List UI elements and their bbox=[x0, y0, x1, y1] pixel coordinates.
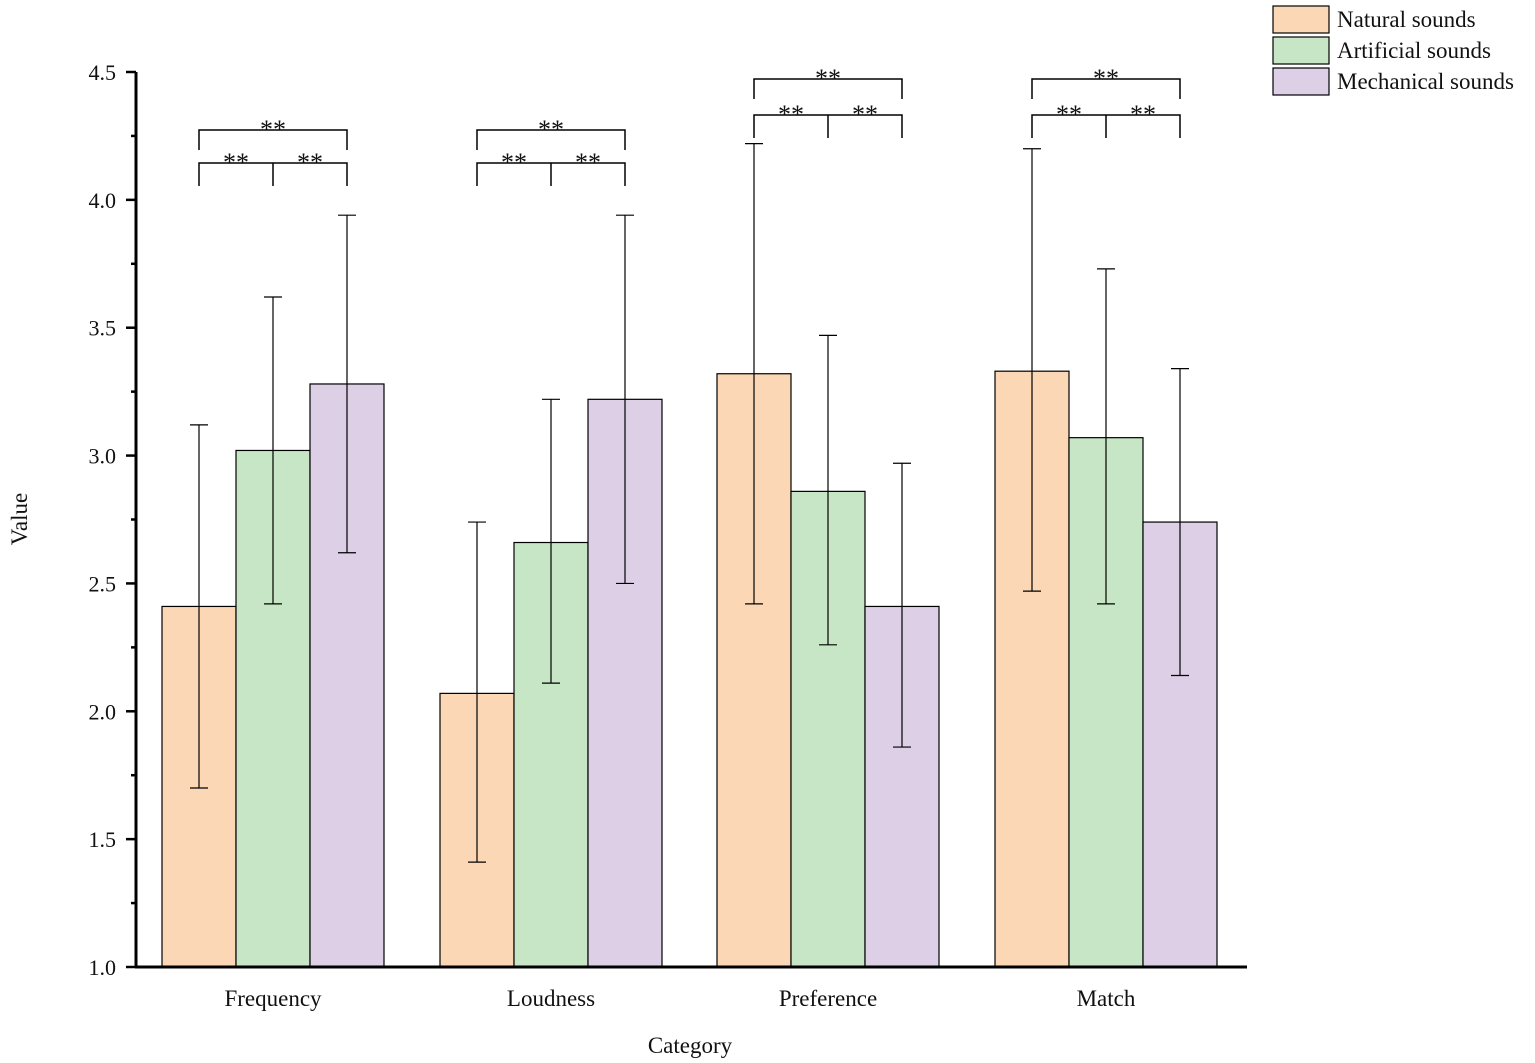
significance-marker: ** bbox=[538, 115, 564, 144]
significance-frequency: ** ** ** bbox=[198, 115, 348, 186]
category-label-match: Match bbox=[1077, 986, 1136, 1011]
significance-marker: ** bbox=[260, 115, 286, 144]
error-bar-preference-mechanical-sounds bbox=[893, 462, 911, 748]
significance-preference: ** ** ** bbox=[753, 64, 903, 138]
error-bar-frequency-natural-sounds bbox=[190, 424, 208, 789]
significance-loudness: ** ** ** bbox=[476, 115, 626, 186]
y-tick-label: 4.0 bbox=[89, 188, 117, 213]
bracket-inner bbox=[753, 114, 903, 138]
significance-marker: ** bbox=[815, 64, 841, 93]
legend-swatch bbox=[1272, 36, 1330, 65]
bracket-outer bbox=[476, 129, 626, 150]
legend: Natural sounds Artificial sounds Mechanica… bbox=[1272, 5, 1514, 96]
legend-swatch bbox=[1272, 67, 1330, 96]
bracket-outer bbox=[753, 78, 903, 99]
error-bar-match-natural-sounds bbox=[1023, 148, 1041, 592]
significance-marker: ** bbox=[297, 148, 323, 177]
y-tick-label: 1.5 bbox=[89, 827, 117, 852]
error-bar-match-mechanical-sounds bbox=[1171, 368, 1189, 677]
y-tick-label: 4.5 bbox=[89, 60, 117, 85]
y-axis-title: Value bbox=[7, 493, 32, 545]
y-tick-label: 3.0 bbox=[89, 444, 117, 469]
category-label-frequency: Frequency bbox=[224, 986, 322, 1011]
error-bar-loudness-natural-sounds bbox=[468, 521, 486, 863]
error-bars-layer bbox=[190, 143, 1189, 863]
error-bar-preference-natural-sounds bbox=[745, 143, 763, 605]
significance-marker: ** bbox=[501, 148, 527, 177]
error-bar-frequency-artificial-sounds bbox=[264, 296, 282, 605]
significance-layer: ** ** ** ** ** ** ** ** ** ** ** ** bbox=[198, 64, 1181, 186]
bracket-inner bbox=[1031, 114, 1181, 138]
y-tick-label: 2.0 bbox=[89, 699, 117, 724]
category-label-loudness: Loudness bbox=[507, 986, 595, 1011]
legend-label: Artificial sounds bbox=[1337, 38, 1491, 63]
significance-match: ** ** ** bbox=[1031, 64, 1181, 138]
bracket-inner bbox=[476, 162, 626, 186]
significance-marker: ** bbox=[1056, 100, 1082, 129]
y-tick-label: 3.5 bbox=[89, 316, 117, 341]
bracket-outer bbox=[1031, 78, 1181, 99]
significance-marker: ** bbox=[778, 100, 804, 129]
category-label-preference: Preference bbox=[779, 986, 877, 1011]
legend-label: Natural sounds bbox=[1337, 7, 1476, 32]
legend-label: Mechanical sounds bbox=[1337, 69, 1514, 94]
significance-marker: ** bbox=[852, 100, 878, 129]
significance-marker: ** bbox=[1093, 64, 1119, 93]
y-tick-label: 2.5 bbox=[89, 571, 117, 596]
error-bar-loudness-mechanical-sounds bbox=[616, 214, 634, 585]
category-labels-layer: Frequency Loudness Preference Match bbox=[224, 986, 1135, 1011]
error-bar-preference-artificial-sounds bbox=[819, 334, 837, 646]
bars-layer bbox=[161, 370, 1218, 968]
error-bar-frequency-mechanical-sounds bbox=[338, 214, 356, 554]
error-bar-loudness-artificial-sounds bbox=[542, 398, 560, 684]
legend-item-artificial-sounds: Artificial sounds bbox=[1272, 36, 1491, 65]
significance-marker: ** bbox=[575, 148, 601, 177]
bracket-inner bbox=[198, 162, 348, 186]
legend-swatch bbox=[1272, 5, 1330, 34]
x-axis-title: Category bbox=[648, 1033, 733, 1058]
legend-item-mechanical-sounds: Mechanical sounds bbox=[1272, 67, 1514, 96]
y-tick-label: 1.0 bbox=[89, 955, 117, 980]
y-ticks-layer: 1.0 1.5 2.0 2.5 3.0 3.5 4.0 4.5 bbox=[89, 60, 136, 980]
error-bar-match-artificial-sounds bbox=[1097, 268, 1115, 605]
bracket-outer bbox=[198, 129, 348, 150]
legend-item-natural-sounds: Natural sounds bbox=[1272, 5, 1476, 34]
significance-marker: ** bbox=[223, 148, 249, 177]
significance-marker: ** bbox=[1130, 100, 1156, 129]
